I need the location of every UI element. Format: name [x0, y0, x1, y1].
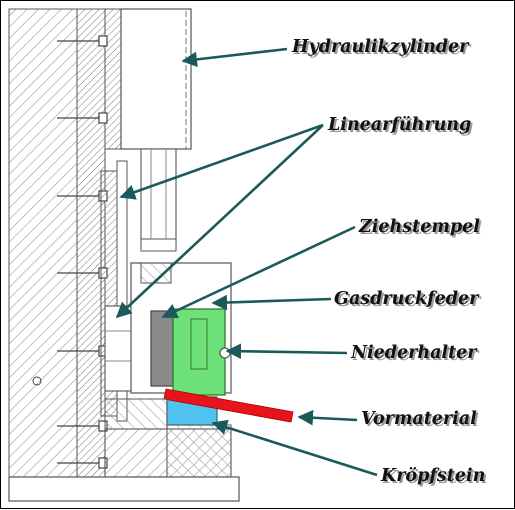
niederhalter-part: [172, 308, 226, 396]
die-insert: [166, 424, 232, 478]
label-ziehstempel-shadow: Ziehstempel: [360, 219, 482, 239]
label-niederhalter: Niederhalter: [350, 343, 478, 363]
arrow-niederhalter: [225, 343, 348, 360]
label-kroepfstein-shadow: Kröpfstein: [382, 468, 487, 488]
arrow-kroepfstein: [211, 419, 378, 477]
label-hydraulikzylinder: Hydraulikzylinder: [291, 37, 470, 57]
cylinder-body: [120, 8, 192, 150]
arrow-hydraulikzylinder: [181, 47, 288, 68]
guide-slider: [104, 305, 136, 392]
rod-coupling: [140, 238, 177, 252]
label-gasdruckfeder: Gasdruckfeder: [334, 289, 480, 309]
label-kroepfstein: Kröpfstein: [380, 466, 485, 486]
arrow-linearfuehrung-1: [119, 123, 324, 200]
pin-hole: [32, 376, 42, 386]
die-block-left: [104, 398, 168, 430]
label-niederhalter-shadow: Niederhalter: [352, 345, 480, 365]
label-vormaterial: Vormaterial: [361, 409, 477, 429]
upper-plate: [104, 8, 122, 150]
vormaterial-part: [163, 388, 294, 423]
label-linearfuehrung-shadow: Linearführung: [329, 117, 473, 137]
gasdruckfeder-part: [190, 318, 208, 370]
arrow-vormaterial: [297, 409, 358, 426]
screw-head: [219, 347, 231, 359]
label-vormaterial-shadow: Vormaterial: [363, 411, 479, 431]
holder-hatch: [140, 262, 172, 284]
label-hydraulikzylinder-shadow: Hydraulikzylinder: [293, 39, 472, 59]
ziehstempel-part: [150, 310, 174, 387]
piston-rod: [140, 148, 177, 250]
base-plate: [8, 476, 240, 502]
arrow-gasdruckfeder: [211, 294, 332, 311]
arrow-ziehstempel: [161, 225, 356, 319]
label-linearfuehrung: Linearführung: [327, 115, 471, 135]
bolt-column: [76, 8, 106, 478]
leader-lines: [115, 47, 378, 477]
frame-wall: [8, 8, 78, 478]
label-ziehstempel: Ziehstempel: [358, 217, 480, 237]
label-group: Hydraulikzylinder Hydraulikzylinder Line…: [291, 37, 487, 488]
arrow-linearfuehrung-2: [115, 124, 324, 319]
label-gasdruckfeder-shadow: Gasdruckfeder: [336, 291, 482, 311]
